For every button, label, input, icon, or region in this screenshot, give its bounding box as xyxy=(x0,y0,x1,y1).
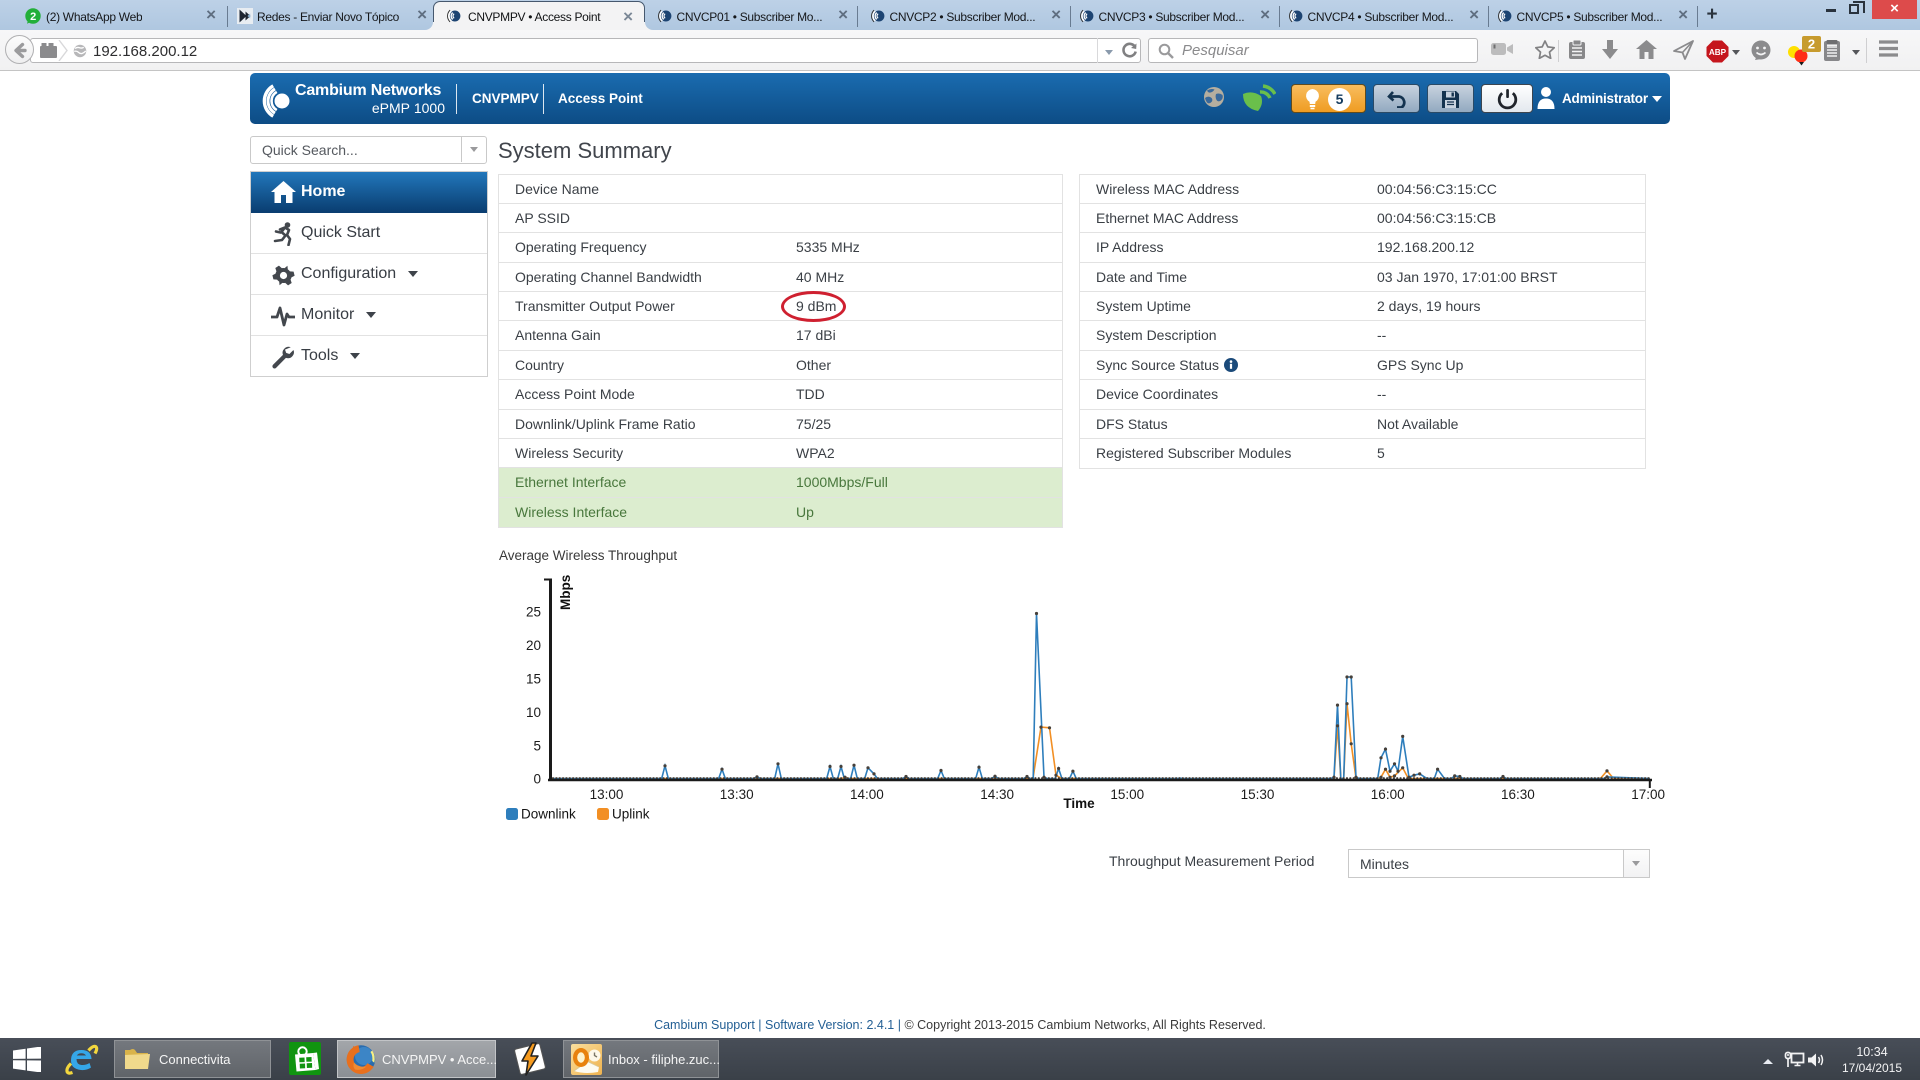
svg-text:2: 2 xyxy=(1808,37,1815,52)
svg-text:16:30: 16:30 xyxy=(1501,787,1535,802)
svg-text:0: 0 xyxy=(533,772,541,787)
svg-text:2: 2 xyxy=(30,11,36,23)
svg-text:17:00: 17:00 xyxy=(1631,787,1665,802)
svg-text:Uplink: Uplink xyxy=(612,807,650,822)
svg-text:14:00: 14:00 xyxy=(850,787,884,802)
svg-text:Downlink: Downlink xyxy=(521,807,576,822)
svg-text:14:30: 14:30 xyxy=(980,787,1014,802)
svg-text:10: 10 xyxy=(526,705,541,720)
svg-text:25: 25 xyxy=(526,605,541,620)
svg-text:5: 5 xyxy=(533,738,541,753)
svg-text:15:00: 15:00 xyxy=(1110,787,1144,802)
svg-text:13:30: 13:30 xyxy=(720,787,754,802)
svg-text:15:30: 15:30 xyxy=(1241,787,1275,802)
svg-text:13:00: 13:00 xyxy=(590,787,624,802)
svg-text:15: 15 xyxy=(526,672,541,687)
svg-text:20: 20 xyxy=(526,638,541,653)
svg-text:Mbps: Mbps xyxy=(558,575,573,610)
svg-text:Time: Time xyxy=(1063,796,1095,811)
svg-text:Average Wireless Throughput: Average Wireless Throughput xyxy=(499,548,677,563)
svg-text:ABP: ABP xyxy=(1709,48,1727,57)
svg-text:16:00: 16:00 xyxy=(1371,787,1405,802)
